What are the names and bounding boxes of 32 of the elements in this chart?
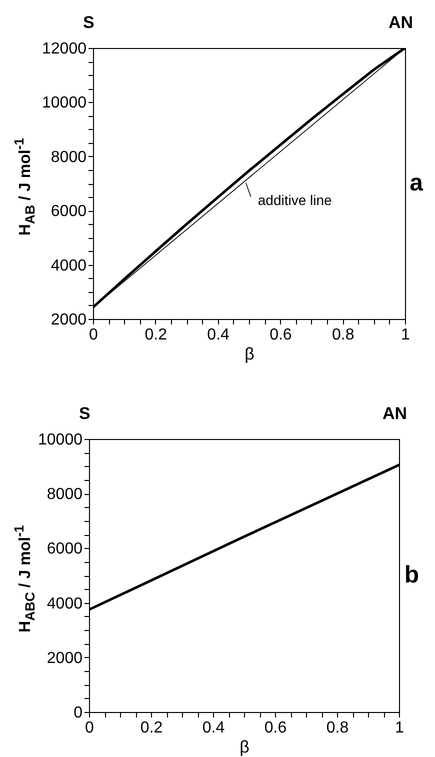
text: b xyxy=(404,562,419,588)
y-tick-label: 0 xyxy=(74,704,83,722)
y-tick-label: 2000 xyxy=(46,650,83,667)
y-tick-label: 6000 xyxy=(46,540,83,558)
y-tick-label: 8000 xyxy=(46,486,83,504)
x-axis-title: β xyxy=(244,344,255,364)
x-tick-label: 0.2 xyxy=(140,720,163,736)
y-tick-label: 6000 xyxy=(50,203,87,220)
x-tick-label: 0.4 xyxy=(207,326,230,344)
x-tick-label: 0.6 xyxy=(270,326,292,344)
y-tick-label: 8000 xyxy=(50,148,87,166)
text: AN xyxy=(382,404,407,423)
text: a xyxy=(410,170,424,196)
text: S xyxy=(83,13,94,32)
y-tick-label: 10000 xyxy=(38,432,83,448)
y-tick-label: 12000 xyxy=(42,40,87,58)
y-tick-label: 10000 xyxy=(42,94,87,112)
x-tick-label: 1 xyxy=(401,326,410,344)
x-tick-label: 0.4 xyxy=(202,720,225,736)
text: S xyxy=(79,404,90,423)
x-tick-label: 0.6 xyxy=(264,720,287,736)
x-tick-label: 0.8 xyxy=(326,720,349,736)
y-tick-label: 2000 xyxy=(50,312,87,328)
x-axis-title: β xyxy=(240,738,250,756)
x-tick-label: 0.8 xyxy=(332,326,354,344)
x-tick-label: 1 xyxy=(395,720,404,736)
y-tick-label: 4000 xyxy=(50,257,87,274)
x-tick-label: 0 xyxy=(89,326,98,344)
y-tick-label: 4000 xyxy=(46,595,83,612)
annotation: additive line xyxy=(258,192,332,208)
text: AN xyxy=(388,13,413,32)
x-tick-label: 0.2 xyxy=(144,326,168,344)
